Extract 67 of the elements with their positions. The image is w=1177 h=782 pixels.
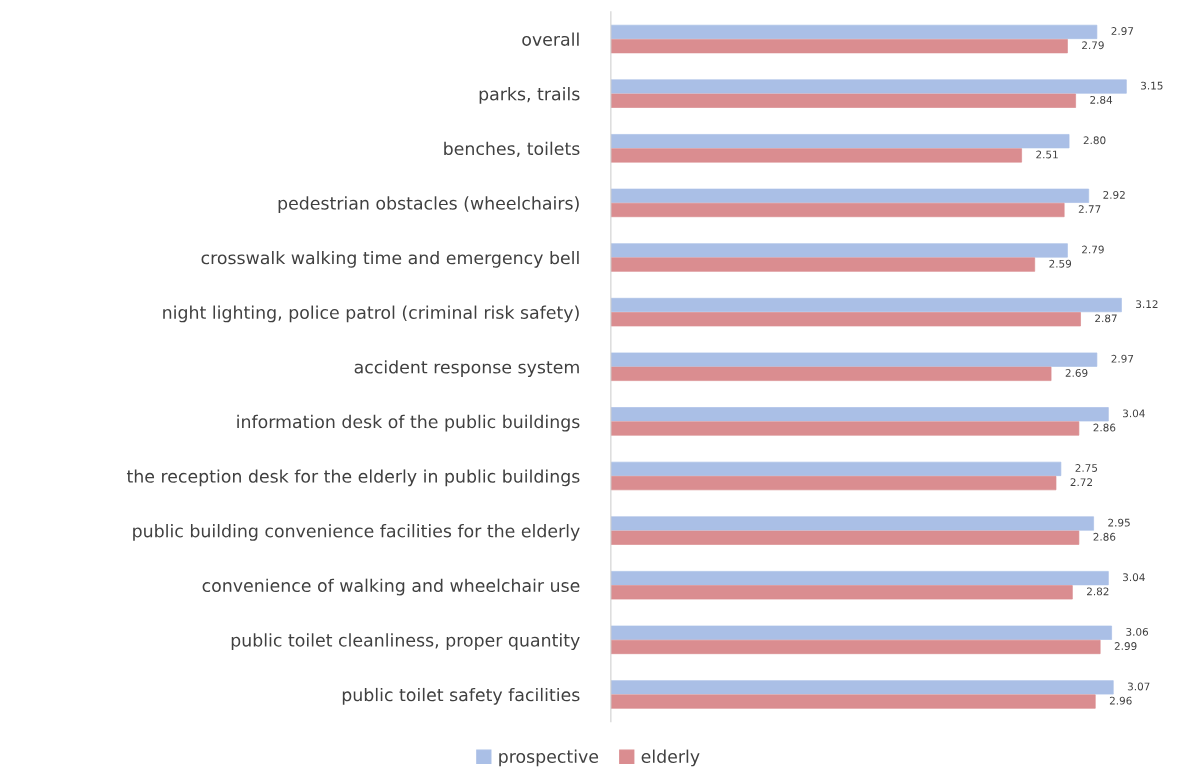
- bar: [610, 134, 1070, 149]
- bar: [610, 530, 1080, 545]
- data-label: 2.75: [1075, 464, 1098, 472]
- bar: [610, 366, 1052, 381]
- data-label: 2.59: [1049, 259, 1072, 268]
- bar: [610, 352, 1098, 367]
- bar: [610, 297, 1122, 313]
- y-tick-label: crosswalk walking time and emergency bell: [201, 250, 579, 268]
- data-label: 3.07: [1127, 682, 1150, 691]
- legend-label: elderly: [641, 749, 700, 767]
- bar: [610, 24, 1098, 40]
- data-label: 3.06: [1126, 627, 1149, 636]
- data-label: 2.99: [1114, 642, 1137, 650]
- bar: [610, 585, 1073, 600]
- bar: [610, 257, 1036, 272]
- data-label: 3.15: [1141, 81, 1163, 90]
- data-label: 3.12: [1136, 300, 1158, 309]
- data-label: 2.72: [1070, 478, 1093, 486]
- data-label: 2.82: [1086, 587, 1109, 596]
- y-tick-label: pedestrian obstacles (wheelchairs): [278, 196, 579, 214]
- data-label: 2.77: [1078, 205, 1101, 213]
- y-tick-label: convenience of walking and wheelchair use: [202, 578, 580, 596]
- bar: [610, 625, 1112, 640]
- data-label: 2.80: [1083, 136, 1106, 145]
- data-label: 2.86: [1093, 532, 1116, 541]
- bar: [610, 243, 1068, 258]
- bar: [610, 476, 1057, 491]
- y-tick-label: accident response system: [354, 360, 579, 377]
- data-label: 2.87: [1095, 314, 1117, 323]
- bar: [610, 39, 1068, 54]
- bar: [610, 407, 1109, 422]
- y-tick-label: public toilet safety facilities: [342, 687, 580, 705]
- bar: [610, 148, 1022, 163]
- data-label: 3.04: [1123, 573, 1145, 582]
- data-label: 2.79: [1082, 41, 1104, 50]
- data-label: 2.86: [1093, 423, 1116, 432]
- bar: [610, 516, 1094, 531]
- bar: [610, 312, 1081, 327]
- y-tick-label: benches, toilets: [444, 141, 580, 157]
- bar: [610, 79, 1127, 94]
- bar: [610, 188, 1090, 203]
- y-tick-label: public building convenience facilities for the elderly: [133, 524, 580, 541]
- data-label: 2.95: [1108, 518, 1130, 527]
- data-label: 2.96: [1109, 696, 1132, 705]
- bar: [610, 680, 1114, 695]
- y-tick-label: night lighting, police patrol (criminal risk safety): [163, 305, 579, 323]
- data-label: 2.79: [1082, 245, 1104, 254]
- bar: [610, 639, 1101, 655]
- y-tick-label: the reception desk for the elderly in public buildings: [126, 469, 580, 487]
- bar: [610, 421, 1080, 436]
- legend-label: prospective: [499, 749, 599, 767]
- y-tick-label: information desk of the public buildings: [237, 414, 580, 432]
- y-tick-label: public toilet cleanliness, proper quantity: [231, 633, 580, 651]
- bar: [610, 461, 1062, 476]
- data-label: 2.69: [1065, 369, 1088, 377]
- bar: [610, 93, 1076, 108]
- y-tick-label: overall: [522, 32, 579, 46]
- data-label: 2.97: [1111, 27, 1134, 35]
- data-label: 2.51: [1036, 150, 1058, 159]
- data-label: 2.97: [1111, 354, 1134, 363]
- bar: [610, 694, 1096, 709]
- data-label: 3.04: [1123, 409, 1145, 418]
- data-label: 2.84: [1090, 95, 1113, 104]
- y-tick-label: parks, trails: [479, 87, 580, 104]
- data-label: 2.92: [1103, 190, 1125, 199]
- bar: [610, 202, 1065, 218]
- bar: [610, 571, 1109, 586]
